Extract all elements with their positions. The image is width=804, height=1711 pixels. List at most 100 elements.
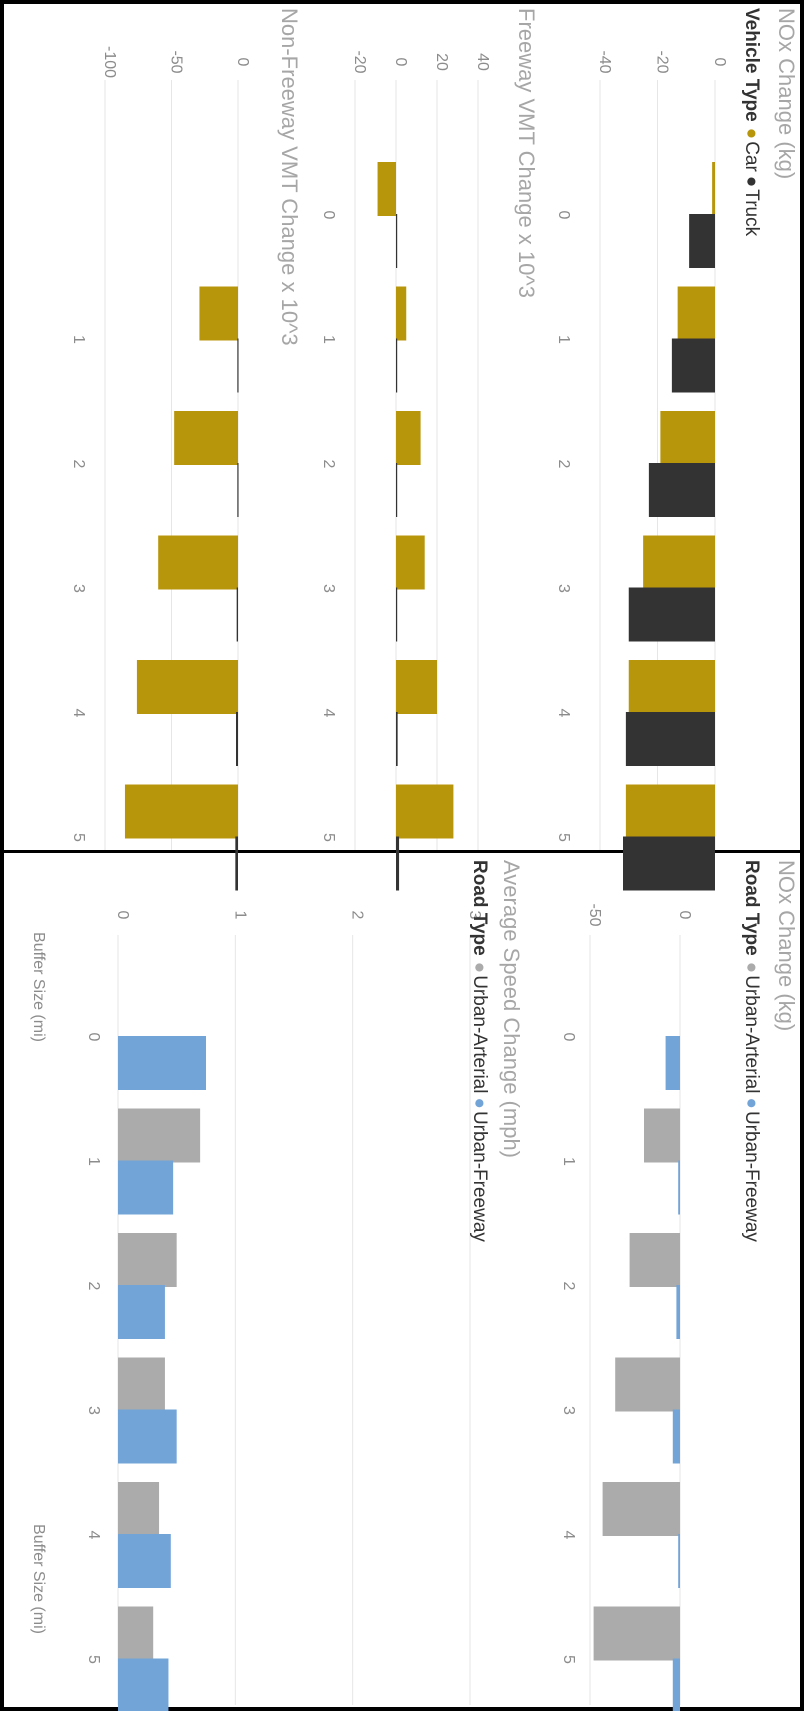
left-nox-chart-xtick-label: 2	[555, 460, 572, 469]
right-nox-chart-bar-urban-freeway-0	[665, 1036, 680, 1090]
avg-speed-chart-bar-urban-arterial-1	[118, 1108, 201, 1163]
right-nox-chart-xtick-label: 5	[560, 1655, 577, 1664]
right-nox-chart-bar-urban-arterial-3	[615, 1357, 681, 1412]
freeway-vmt-chart-ytick-label: -20	[351, 50, 368, 73]
avg-speed-chart-bar-urban-freeway-0	[118, 1036, 206, 1090]
left-legend-title: Vehicle Type	[741, 8, 762, 122]
nonfreeway-vmt-chart-xtick-label: 3	[70, 584, 87, 593]
avg-speed-chart-bar-urban-arterial-4	[118, 1482, 160, 1536]
left-nox-chart-bar-truck-1	[671, 338, 715, 393]
left-nox-chart-bar-car-2	[660, 411, 715, 465]
left-nox-chart-bar-truck-0	[689, 214, 715, 268]
left-nox-chart-bar-car-5	[625, 784, 715, 839]
right-nox-chart-ytick-label: -50	[586, 903, 603, 926]
nonfreeway-vmt-chart-bar-truck-1	[237, 338, 239, 393]
avg-speed-chart-bar-urban-freeway-5	[118, 1658, 169, 1711]
left-legend-label-0: Car	[741, 141, 762, 172]
nonfreeway-vmt-chart-xtick-label: 4	[70, 709, 87, 718]
left-nox-chart-bar-car-1	[677, 286, 715, 341]
left-nox-chart-bar-truck-4	[625, 712, 715, 766]
freeway-vmt-chart-bar-car-3	[396, 535, 425, 590]
avg-speed-chart-bar-urban-freeway-3	[118, 1409, 177, 1464]
nonfreeway-vmt-chart-bar-car-4	[136, 660, 238, 714]
right-top-legend: Road Type ● Urban-Arterial ● Urban-Freeway	[741, 860, 762, 1242]
freeway-vmt-chart-ytick-label: 0	[392, 58, 409, 67]
nonfreeway-vmt-chart-bar-truck-2	[237, 463, 239, 517]
left-legend: Vehicle Type ● Car ● Truck	[741, 8, 762, 237]
right-nox-chart-xtick-label: 0	[560, 1033, 577, 1042]
avg-speed-chart-bar-urban-freeway-2	[118, 1285, 165, 1339]
right-nox-chart-bar-urban-freeway-2	[676, 1285, 681, 1339]
right-nox-chart-bar-urban-freeway-1	[678, 1160, 681, 1215]
nonfreeway-vmt-chart-bar-car-1	[199, 286, 238, 341]
left-nox-chart-xtick-label: 4	[555, 709, 572, 718]
right-top-legend-marker-1: ●	[741, 1097, 762, 1108]
freeway-vmt-chart-bar-truck-4	[396, 712, 398, 766]
avg-speed-chart-xtick-label: 5	[85, 1655, 102, 1664]
freeway-vmt-chart-bar-truck-3	[396, 587, 398, 642]
left-nox-chart-ytick-label: 0	[711, 58, 728, 67]
left-nox-chart-bar-truck-5	[623, 836, 715, 891]
freeway-vmt-chart-title: Freeway VMT Change x 10^3	[514, 8, 539, 298]
right-nox-chart-xtick-label: 4	[560, 1531, 577, 1540]
right-nox-chart-bar-urban-freeway-5	[672, 1658, 680, 1711]
avg-speed-chart-bar-urban-arterial-3	[118, 1357, 165, 1412]
right-nox-chart-bar-urban-arterial-2	[629, 1233, 680, 1287]
freeway-vmt-chart-bar-truck-5	[396, 836, 400, 891]
avg-speed-chart-xtick-label: 3	[85, 1406, 102, 1415]
right-nox-chart-ytick-label: 0	[676, 911, 693, 920]
left-nox-chart-ytick-label: -40	[596, 50, 613, 73]
nonfreeway-vmt-chart-bar-truck-4	[236, 712, 239, 766]
freeway-vmt-chart-xtick-label: 4	[320, 709, 337, 718]
left-legend-marker-1: ●	[741, 176, 762, 187]
nonfreeway-vmt-chart-bar-truck-3	[236, 587, 238, 642]
nonfreeway-vmt-chart-xaxis-label: Buffer Size (mi)	[30, 932, 47, 1042]
right-bottom-legend-label-0: Urban-Arterial	[469, 975, 490, 1093]
nonfreeway-vmt-chart-xtick-label: 2	[70, 460, 87, 469]
right-top-legend-label-0: Urban-Arterial	[741, 975, 762, 1093]
right-bottom-legend-label-1: Urban-Freeway	[469, 1111, 490, 1242]
avg-speed-chart-xtick-label: 0	[85, 1033, 102, 1042]
avg-speed-chart-xtick-label: 2	[85, 1282, 102, 1291]
right-nox-chart-title: NOx Change (kg)	[774, 860, 799, 1031]
left-nox-chart-bar-car-0	[712, 162, 715, 216]
freeway-vmt-chart-xtick-label: 5	[320, 833, 337, 842]
avg-speed-chart-ytick-label: 0	[114, 911, 131, 920]
right-nox-chart-xtick-label: 3	[560, 1406, 577, 1415]
right-bottom-legend-title: Road Type	[469, 860, 490, 956]
right-nox-chart-bar-urban-arterial-1	[644, 1108, 680, 1163]
freeway-vmt-chart-xtick-label: 0	[320, 211, 337, 220]
right-bottom-legend: Road Type ● Urban-Arterial ● Urban-Freeway	[469, 860, 490, 1242]
avg-speed-chart-xaxis-label: Buffer Size (mi)	[30, 1524, 47, 1634]
nonfreeway-vmt-chart-bar-car-2	[174, 411, 239, 465]
freeway-vmt-chart-ytick-label: 40	[474, 53, 491, 71]
left-nox-chart-bar-truck-3	[628, 587, 715, 642]
avg-speed-chart-bar-urban-freeway-4	[118, 1534, 171, 1588]
nonfreeway-vmt-chart-ytick-label: -50	[168, 50, 185, 73]
right-nox-chart-bar-urban-freeway-3	[672, 1409, 680, 1464]
avg-speed-chart-xtick-label: 1	[85, 1157, 102, 1166]
avg-speed-chart-xtick-label: 4	[85, 1531, 102, 1540]
avg-speed-chart-bar-urban-arterial-5	[118, 1606, 154, 1661]
right-nox-chart-bar-urban-arterial-4	[602, 1482, 680, 1536]
panel-divider	[0, 850, 804, 853]
left-legend-label-1: Truck	[741, 189, 762, 236]
avg-speed-chart-ytick-label: 2	[349, 911, 366, 920]
right-nox-chart-xtick-label: 1	[560, 1157, 577, 1166]
avg-speed-chart-title: Average Speed Change (mph)	[499, 860, 524, 1158]
nonfreeway-vmt-chart-ytick-label: 0	[234, 58, 251, 67]
nonfreeway-vmt-chart-bar-car-5	[124, 784, 238, 839]
right-nox-chart-bar-urban-arterial-5	[593, 1606, 680, 1661]
left-nox-chart-title: NOx Change (kg)	[774, 8, 799, 179]
left-nox-chart-xtick-label: 1	[555, 335, 572, 344]
freeway-vmt-chart-bar-car-1	[396, 286, 407, 341]
freeway-vmt-chart-bar-car-4	[396, 660, 437, 714]
nonfreeway-vmt-chart-xtick-label: 1	[70, 335, 87, 344]
left-nox-chart-bar-truck-2	[648, 463, 715, 517]
freeway-vmt-chart-bar-truck-2	[396, 463, 398, 517]
left-nox-chart-ytick-label: -20	[654, 50, 671, 73]
right-nox-chart-xtick-label: 2	[560, 1282, 577, 1291]
freeway-vmt-chart-bar-car-2	[396, 411, 421, 465]
